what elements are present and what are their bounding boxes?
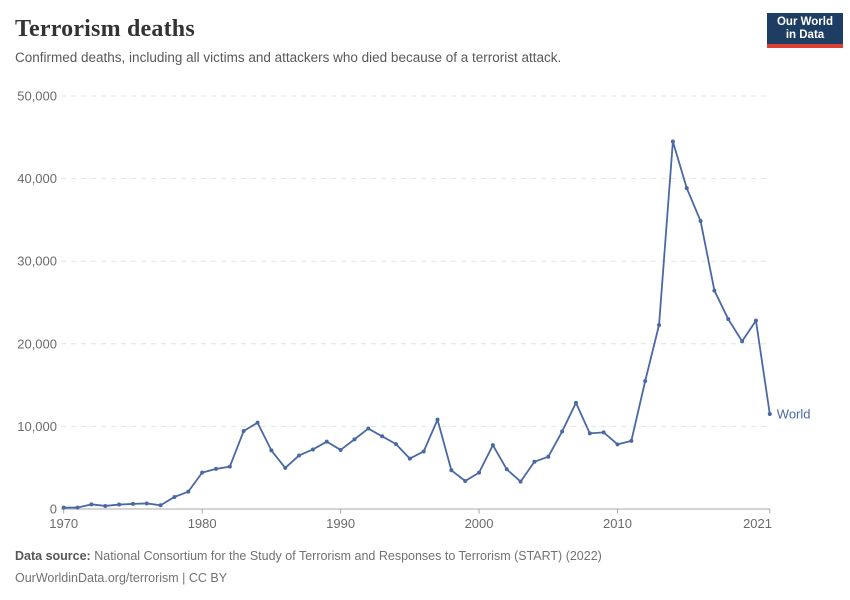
data-point-marker bbox=[657, 323, 662, 328]
x-axis-tick-label: 2010 bbox=[603, 516, 632, 531]
data-point-marker bbox=[698, 218, 703, 223]
data-point-marker bbox=[200, 470, 205, 475]
data-point-marker bbox=[643, 378, 648, 383]
data-point-marker bbox=[283, 465, 288, 470]
y-axis-tick-label: 50,000 bbox=[17, 89, 57, 104]
chart-subtitle: Confirmed deaths, including all victims … bbox=[15, 50, 562, 65]
data-point-marker bbox=[560, 429, 565, 434]
data-point-marker bbox=[463, 479, 468, 484]
data-point-marker bbox=[241, 428, 246, 433]
data-point-marker bbox=[490, 443, 495, 448]
data-point-marker bbox=[615, 442, 620, 447]
data-point-marker bbox=[532, 459, 537, 464]
data-point-marker bbox=[103, 503, 108, 508]
data-point-marker bbox=[144, 501, 149, 506]
data-point-marker bbox=[213, 466, 218, 471]
data-point-marker bbox=[407, 456, 412, 461]
data-point-marker bbox=[726, 317, 731, 322]
data-point-marker bbox=[587, 431, 592, 436]
data-line-world bbox=[62, 140, 771, 509]
owid-license-link[interactable]: OurWorldinData.org/terrorism | CC BY bbox=[15, 571, 228, 585]
data-point-marker bbox=[629, 438, 634, 443]
y-axis-tick-label: 40,000 bbox=[17, 171, 57, 186]
data-point-marker bbox=[684, 186, 689, 191]
data-point-marker bbox=[130, 501, 135, 506]
owid-logo[interactable]: Our World in Data bbox=[767, 13, 843, 48]
data-point-marker bbox=[712, 288, 717, 293]
data-point-marker bbox=[172, 494, 177, 499]
data-point-marker bbox=[740, 339, 745, 344]
data-point-marker bbox=[324, 439, 329, 444]
data-point-marker bbox=[255, 420, 260, 425]
y-axis-tick-label: 30,000 bbox=[17, 254, 57, 269]
data-point-marker bbox=[366, 426, 371, 431]
data-point-marker bbox=[117, 502, 122, 507]
data-point-marker bbox=[352, 437, 357, 442]
x-axis-tick-label: 1990 bbox=[326, 516, 355, 531]
data-point-marker bbox=[310, 447, 315, 452]
data-point-marker bbox=[767, 412, 772, 417]
data-point-marker bbox=[297, 453, 302, 458]
data-point-marker bbox=[449, 468, 454, 473]
y-axis-tick-label: 0 bbox=[50, 502, 57, 517]
data-point-marker bbox=[186, 489, 191, 494]
data-point-marker bbox=[61, 505, 66, 510]
data-point-marker bbox=[89, 502, 94, 507]
data-point-marker bbox=[601, 430, 606, 435]
data-point-marker bbox=[269, 448, 274, 453]
owid-logo-line2: in Data bbox=[785, 28, 825, 41]
data-point-marker bbox=[393, 442, 398, 447]
data-point-marker bbox=[477, 470, 482, 475]
data-point-marker bbox=[518, 479, 523, 484]
chart-footer: Data source: National Consortium for the… bbox=[15, 545, 835, 589]
data-point-marker bbox=[380, 434, 385, 439]
data-point-marker bbox=[75, 505, 80, 510]
data-point-marker bbox=[753, 318, 758, 323]
page-title: Terrorism deaths bbox=[15, 16, 195, 42]
data-source-line: Data source: National Consortium for the… bbox=[15, 545, 835, 567]
x-axis-tick-label: 2021 bbox=[743, 516, 772, 531]
data-point-marker bbox=[435, 417, 440, 422]
x-axis-tick-label: 2000 bbox=[465, 516, 494, 531]
data-point-marker bbox=[158, 503, 163, 508]
data-source-text: National Consortium for the Study of Ter… bbox=[94, 549, 602, 563]
data-point-marker bbox=[546, 454, 551, 459]
y-axis-tick-label: 20,000 bbox=[17, 336, 57, 351]
series-end-label: World bbox=[777, 407, 811, 422]
data-point-marker bbox=[421, 449, 426, 454]
data-point-marker bbox=[573, 400, 578, 405]
x-axis-tick-label: 1980 bbox=[188, 516, 217, 531]
x-axis-tick-label: 1970 bbox=[49, 516, 78, 531]
owid-logo-line1: Our World bbox=[776, 15, 833, 28]
data-point-marker bbox=[504, 467, 509, 472]
data-source-label: Data source: bbox=[15, 549, 91, 563]
y-axis-tick-label: 10,000 bbox=[17, 419, 57, 434]
data-point-marker bbox=[338, 447, 343, 452]
data-point-marker bbox=[227, 464, 232, 469]
data-point-marker bbox=[670, 139, 675, 144]
